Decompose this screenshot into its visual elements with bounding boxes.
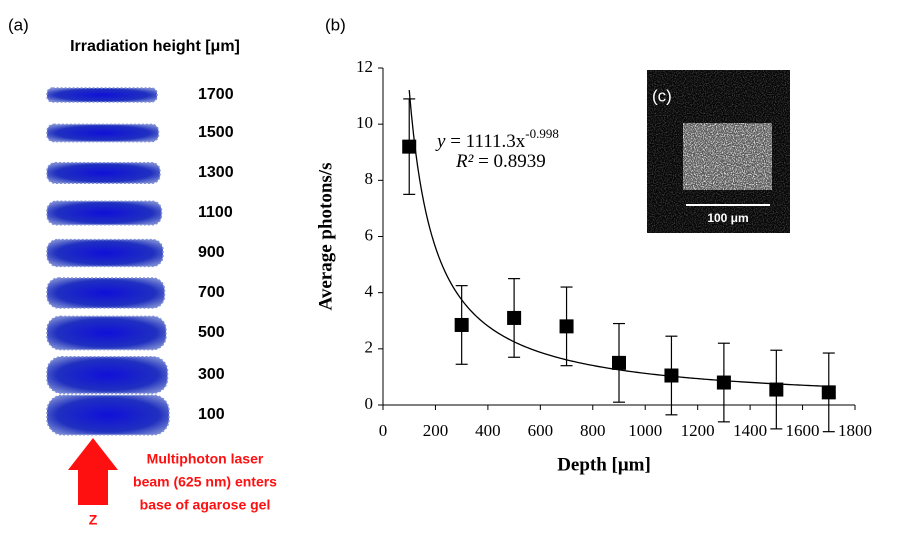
- point: [664, 368, 679, 383]
- fit-equation: y = 1111.3x-0.998: [435, 126, 559, 152]
- x-tick-label: 1000: [628, 421, 662, 440]
- panel-label: (b): [325, 15, 346, 34]
- point: [716, 375, 731, 390]
- height-label: 1300: [198, 164, 234, 181]
- panel-b: 0 2 4 6 8 10 12 0 200 400 600 800 1000 1200 1400 1600 18…: [315, 57, 872, 475]
- fit-r2: R² = 0.8939: [455, 151, 546, 172]
- y-tick-label: 0: [365, 394, 374, 413]
- x-tick-label: 800: [580, 421, 606, 440]
- y-tick-label: 8: [365, 169, 374, 188]
- height-label: 900: [198, 244, 225, 261]
- r2-part: R²: [455, 151, 474, 172]
- y-tick-label: 12: [356, 57, 373, 76]
- gel-blob: [46, 315, 167, 351]
- point: [402, 139, 417, 154]
- x-axis-label: Depth [μm]: [557, 454, 651, 475]
- x-tick-label: 0: [379, 421, 388, 440]
- y-tick-label: 4: [365, 282, 374, 301]
- inset: 100 μm (c): [647, 70, 790, 233]
- equation-part: -0.998: [525, 126, 559, 141]
- x-tick-label: 400: [475, 421, 501, 440]
- height-label: 1700: [198, 86, 234, 103]
- y-tick-label: 6: [365, 225, 374, 244]
- panel-a: 1700 1500 1300 1100 900 700 500 300 100 Multiphot…: [46, 86, 277, 513]
- panel-label: (a): [8, 15, 29, 34]
- x-tick-label: 200: [423, 421, 449, 440]
- x-tick-label: 1200: [681, 421, 715, 440]
- height-label: 1500: [198, 124, 234, 141]
- equation-part: y: [435, 131, 446, 152]
- y-axis-label: Average photons/s: [315, 163, 336, 311]
- equation-part: = 1111.3x: [445, 131, 525, 152]
- gel-blob: [46, 238, 164, 268]
- r2-part: = 0.8939: [473, 151, 545, 172]
- point: [559, 319, 574, 334]
- height-label: 300: [198, 366, 225, 383]
- gel-blob: [46, 87, 158, 103]
- gel-blob: [46, 394, 170, 436]
- gel-blob: [46, 123, 160, 143]
- beam-arrow: [68, 438, 118, 505]
- point: [454, 317, 469, 332]
- x-tick-label: 1400: [733, 421, 767, 440]
- beam-text: base of agarose gel: [140, 497, 271, 513]
- gel-blob: [46, 356, 169, 394]
- scale-label: 100 μm: [707, 211, 748, 225]
- gel-blob: [46, 277, 166, 309]
- beam-text: beam (625 nm) enters: [133, 474, 277, 490]
- height-label: 500: [198, 324, 225, 341]
- height-label: 100: [198, 406, 225, 423]
- height-label: 1100: [198, 204, 233, 221]
- point: [821, 385, 836, 400]
- x-tick-label: 1800: [838, 421, 872, 440]
- height-label: 700: [198, 284, 225, 301]
- point: [507, 310, 522, 325]
- panel-a-title: Irradiation height [μm]: [70, 38, 240, 55]
- gel-blob: [46, 162, 161, 184]
- y-tick-label: 10: [356, 113, 373, 132]
- panel-label: (c): [652, 86, 672, 105]
- inset-speckle: [683, 123, 772, 190]
- x-tick-label: 600: [528, 421, 554, 440]
- y-tick-label: 2: [365, 338, 374, 357]
- beam-text: Multiphoton laser: [147, 451, 264, 467]
- z-label: Z: [89, 512, 98, 528]
- x-tick-label: 1600: [786, 421, 820, 440]
- point: [612, 355, 626, 370]
- gel-blob: [46, 200, 163, 226]
- point: [769, 382, 784, 397]
